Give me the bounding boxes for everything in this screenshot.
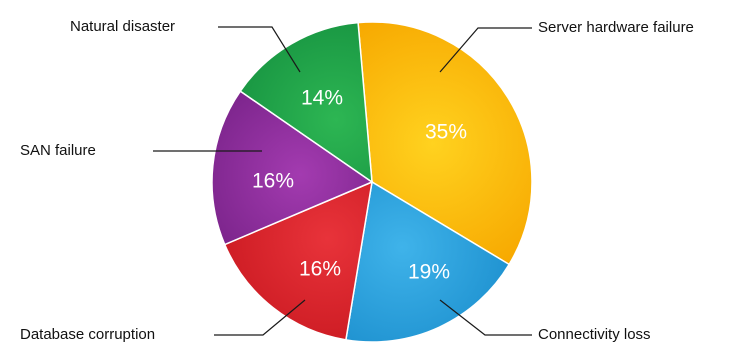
- slice-category-label: Database corruption: [20, 326, 155, 343]
- leader-line: [214, 299, 306, 336]
- pie-slice-san-failure: [211, 90, 374, 246]
- slice-percentage-label: 35%: [425, 121, 467, 144]
- slice-labels: Server hardware failure Connectivity loss…: [20, 18, 694, 343]
- slice-percentage-label: 16%: [299, 258, 341, 281]
- percentage-labels: 35% 19% 16% 16% 14%: [252, 87, 467, 284]
- pie-slice-database-corruption: [223, 180, 373, 341]
- pie-slice-server-hardware-failure: [357, 21, 533, 266]
- slice-category-label: Server hardware failure: [538, 19, 694, 36]
- slice-percentage-label: 16%: [252, 170, 294, 193]
- leader-lines: [153, 26, 532, 336]
- pie-slices: [211, 21, 533, 343]
- slice-category-label: Connectivity loss: [538, 326, 651, 343]
- slice-percentage-label: 19%: [408, 261, 450, 284]
- slice-category-label: SAN failure: [20, 142, 96, 159]
- pie-slice-connectivity-loss: [345, 180, 511, 343]
- leader-line: [218, 26, 301, 73]
- slice-category-label: Natural disaster: [70, 18, 175, 35]
- slice-percentage-label: 14%: [301, 87, 343, 110]
- leader-line: [439, 299, 532, 336]
- leader-line: [439, 27, 532, 73]
- pie-slice-natural-disaster: [239, 21, 373, 184]
